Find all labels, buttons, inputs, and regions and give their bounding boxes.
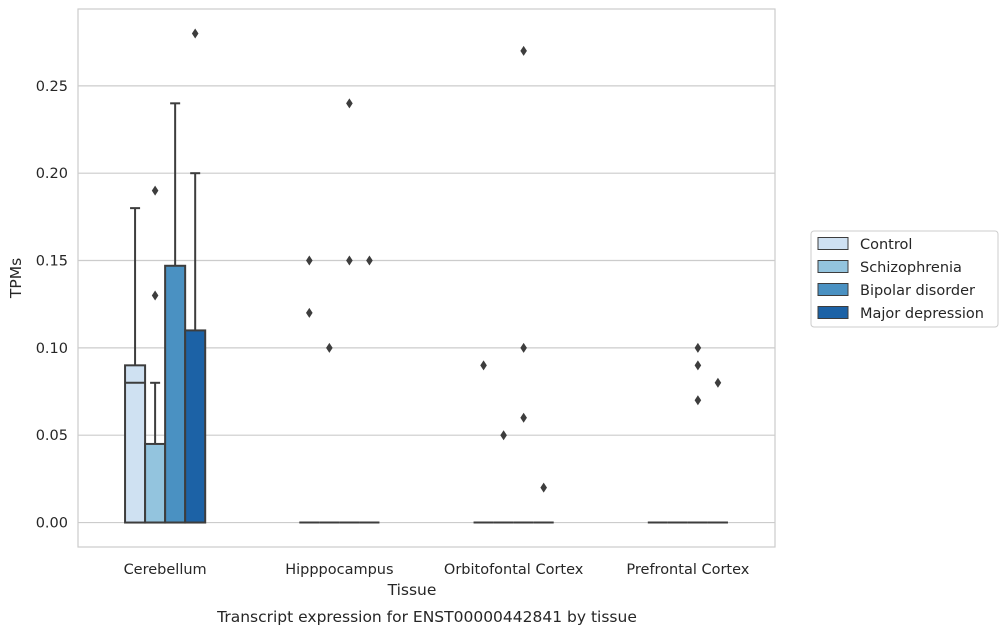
outlier-point: [520, 342, 527, 353]
outlier-point: [480, 360, 487, 371]
y-tick-label: 0.25: [36, 79, 68, 95]
legend-label: Major depression: [860, 306, 984, 322]
y-tick-label: 0.15: [36, 254, 68, 270]
outlier-point: [520, 412, 527, 423]
outlier-point: [694, 342, 702, 353]
x-axis-ticks: Cerebellum Hipppocampus Orbitofontal Corte…: [124, 562, 750, 578]
legend-label: Control: [860, 237, 912, 253]
y-tick-label: 0.10: [36, 341, 68, 357]
outlier-point: [500, 430, 507, 441]
outlier-point: [306, 255, 313, 266]
y-tick-label: 0.00: [36, 516, 68, 532]
outlier-point: [714, 377, 722, 388]
legend-label: Bipolar disorder: [860, 283, 975, 299]
outlier-point: [306, 307, 313, 318]
legend-swatch: [817, 260, 849, 273]
outlier-point: [520, 45, 527, 56]
box-group: [299, 255, 320, 524]
outlier-point: [346, 255, 353, 266]
box-group: [144, 185, 167, 524]
box-group: [319, 342, 340, 524]
box-group: [513, 45, 534, 524]
box-group: [124, 207, 147, 524]
legend-label: Schizophrenia: [860, 260, 962, 276]
box: [144, 442, 167, 524]
x-tick-label: Prefrontal Cortex: [626, 562, 749, 578]
box-group: [707, 377, 728, 524]
chart-caption: Transcript expression for ENST0000044284…: [216, 608, 637, 626]
y-axis-ticks: 0.00 0.05 0.10 0.15 0.20 0.25: [36, 79, 68, 532]
box: [124, 364, 147, 524]
box-group: [339, 98, 360, 524]
plot-area-frame: [77, 8, 776, 548]
box-group: [359, 255, 380, 524]
outlier-point: [151, 185, 159, 196]
x-tick-label: Hipppocampus: [285, 562, 393, 578]
legend-items: Control Schizophrenia Bipolar disorder Majo…: [817, 237, 984, 322]
outlier-point: [191, 28, 199, 39]
y-tick-label: 0.05: [36, 428, 68, 444]
outlier-point: [326, 342, 333, 353]
legend-swatch: [817, 237, 849, 250]
y-axis-label: TPMs: [7, 258, 25, 299]
legend-swatch: [817, 306, 849, 319]
outlier-point: [366, 255, 373, 266]
legend: Control Schizophrenia Bipolar disorder Majo…: [810, 230, 999, 328]
x-tick-label: Cerebellum: [124, 562, 207, 578]
outlier-point: [151, 290, 159, 301]
box-group: [533, 482, 554, 524]
box: [184, 329, 207, 524]
box-plots: [124, 28, 728, 524]
outlier-point: [694, 360, 702, 371]
legend-frame: [810, 230, 999, 328]
box: [164, 264, 187, 524]
outlier-point: [694, 395, 702, 406]
x-tick-label: Orbitofontal Cortex: [444, 562, 584, 578]
outlier-point: [346, 98, 353, 109]
box-group: [687, 342, 708, 524]
box-group: [493, 430, 514, 524]
x-axis-label: Tissue: [387, 581, 437, 599]
box-group: [184, 28, 207, 524]
y-tick-label: 0.20: [36, 166, 68, 182]
outlier-point: [540, 482, 547, 493]
legend-swatch: [817, 283, 849, 296]
box-group: [473, 360, 494, 524]
